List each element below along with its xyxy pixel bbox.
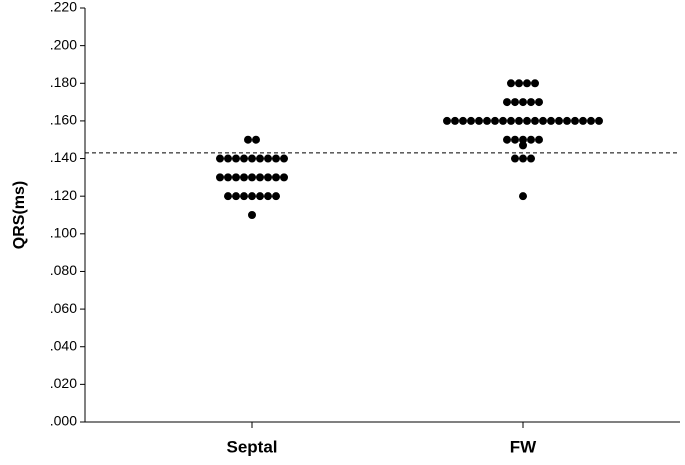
dot bbox=[216, 173, 224, 182]
dot bbox=[248, 192, 256, 201]
dot bbox=[535, 135, 543, 144]
dot bbox=[519, 141, 527, 150]
dot bbox=[527, 135, 535, 144]
x-tick-label: FW bbox=[510, 437, 537, 456]
dot bbox=[248, 154, 256, 163]
dot bbox=[527, 154, 535, 163]
dot bbox=[272, 173, 280, 182]
dot bbox=[499, 116, 507, 125]
dot bbox=[280, 154, 288, 163]
dot bbox=[240, 173, 248, 182]
dot bbox=[531, 79, 539, 88]
dot bbox=[595, 116, 603, 125]
dot bbox=[515, 116, 523, 125]
dot bbox=[531, 116, 539, 125]
y-tick-label: .220 bbox=[50, 0, 77, 15]
dot bbox=[503, 135, 511, 144]
y-axis-label: QRS(ms) bbox=[11, 181, 28, 249]
dot bbox=[571, 116, 579, 125]
y-tick-label: .160 bbox=[50, 112, 77, 128]
dot bbox=[483, 116, 491, 125]
y-tick-label: .200 bbox=[50, 36, 77, 52]
dot bbox=[264, 154, 272, 163]
dot bbox=[232, 192, 240, 201]
dot bbox=[475, 116, 483, 125]
dot bbox=[264, 173, 272, 182]
dot bbox=[587, 116, 595, 125]
y-tick-label: .080 bbox=[50, 262, 77, 278]
dot bbox=[507, 79, 515, 88]
dot bbox=[232, 173, 240, 182]
dot bbox=[515, 79, 523, 88]
dot bbox=[248, 173, 256, 182]
dot bbox=[256, 154, 264, 163]
dot bbox=[272, 154, 280, 163]
dot bbox=[459, 116, 467, 125]
y-tick-label: .120 bbox=[50, 187, 77, 203]
dot bbox=[491, 116, 499, 125]
dot bbox=[523, 79, 531, 88]
dot bbox=[507, 116, 515, 125]
dot bbox=[256, 173, 264, 182]
dot bbox=[511, 98, 519, 107]
dot bbox=[248, 211, 256, 219]
y-tick-label: .020 bbox=[50, 375, 77, 391]
dot bbox=[240, 192, 248, 201]
dot bbox=[224, 173, 232, 182]
dot bbox=[224, 154, 232, 163]
dot bbox=[216, 154, 224, 163]
dot bbox=[264, 192, 272, 201]
dot bbox=[519, 154, 527, 163]
dot bbox=[272, 192, 280, 201]
dot bbox=[467, 116, 475, 125]
y-tick-label: .060 bbox=[50, 300, 77, 316]
dot bbox=[252, 135, 260, 144]
dot bbox=[519, 135, 527, 144]
y-tick-label: .140 bbox=[50, 149, 77, 165]
dot bbox=[256, 192, 264, 201]
dot bbox=[443, 116, 451, 125]
x-tick-label: Septal bbox=[226, 437, 277, 456]
dot bbox=[511, 154, 519, 163]
dot bbox=[527, 98, 535, 107]
dot bbox=[244, 135, 252, 144]
dot bbox=[563, 116, 571, 125]
dot bbox=[503, 98, 511, 107]
dot bbox=[511, 135, 519, 144]
dot bbox=[519, 98, 527, 107]
dot bbox=[579, 116, 587, 125]
dot bbox=[232, 154, 240, 163]
dot bbox=[451, 116, 459, 125]
y-tick-label: .000 bbox=[50, 413, 77, 429]
y-tick-label: .040 bbox=[50, 337, 77, 353]
y-tick-label: .100 bbox=[50, 225, 77, 241]
dot bbox=[547, 116, 555, 125]
dot bbox=[280, 173, 288, 182]
dot bbox=[539, 116, 547, 125]
dot bbox=[523, 116, 531, 125]
y-tick-label: .180 bbox=[50, 74, 77, 90]
dot bbox=[555, 116, 563, 125]
dot bbox=[535, 98, 543, 107]
dot bbox=[519, 192, 527, 201]
dot bbox=[224, 192, 232, 201]
dot bbox=[240, 154, 248, 163]
